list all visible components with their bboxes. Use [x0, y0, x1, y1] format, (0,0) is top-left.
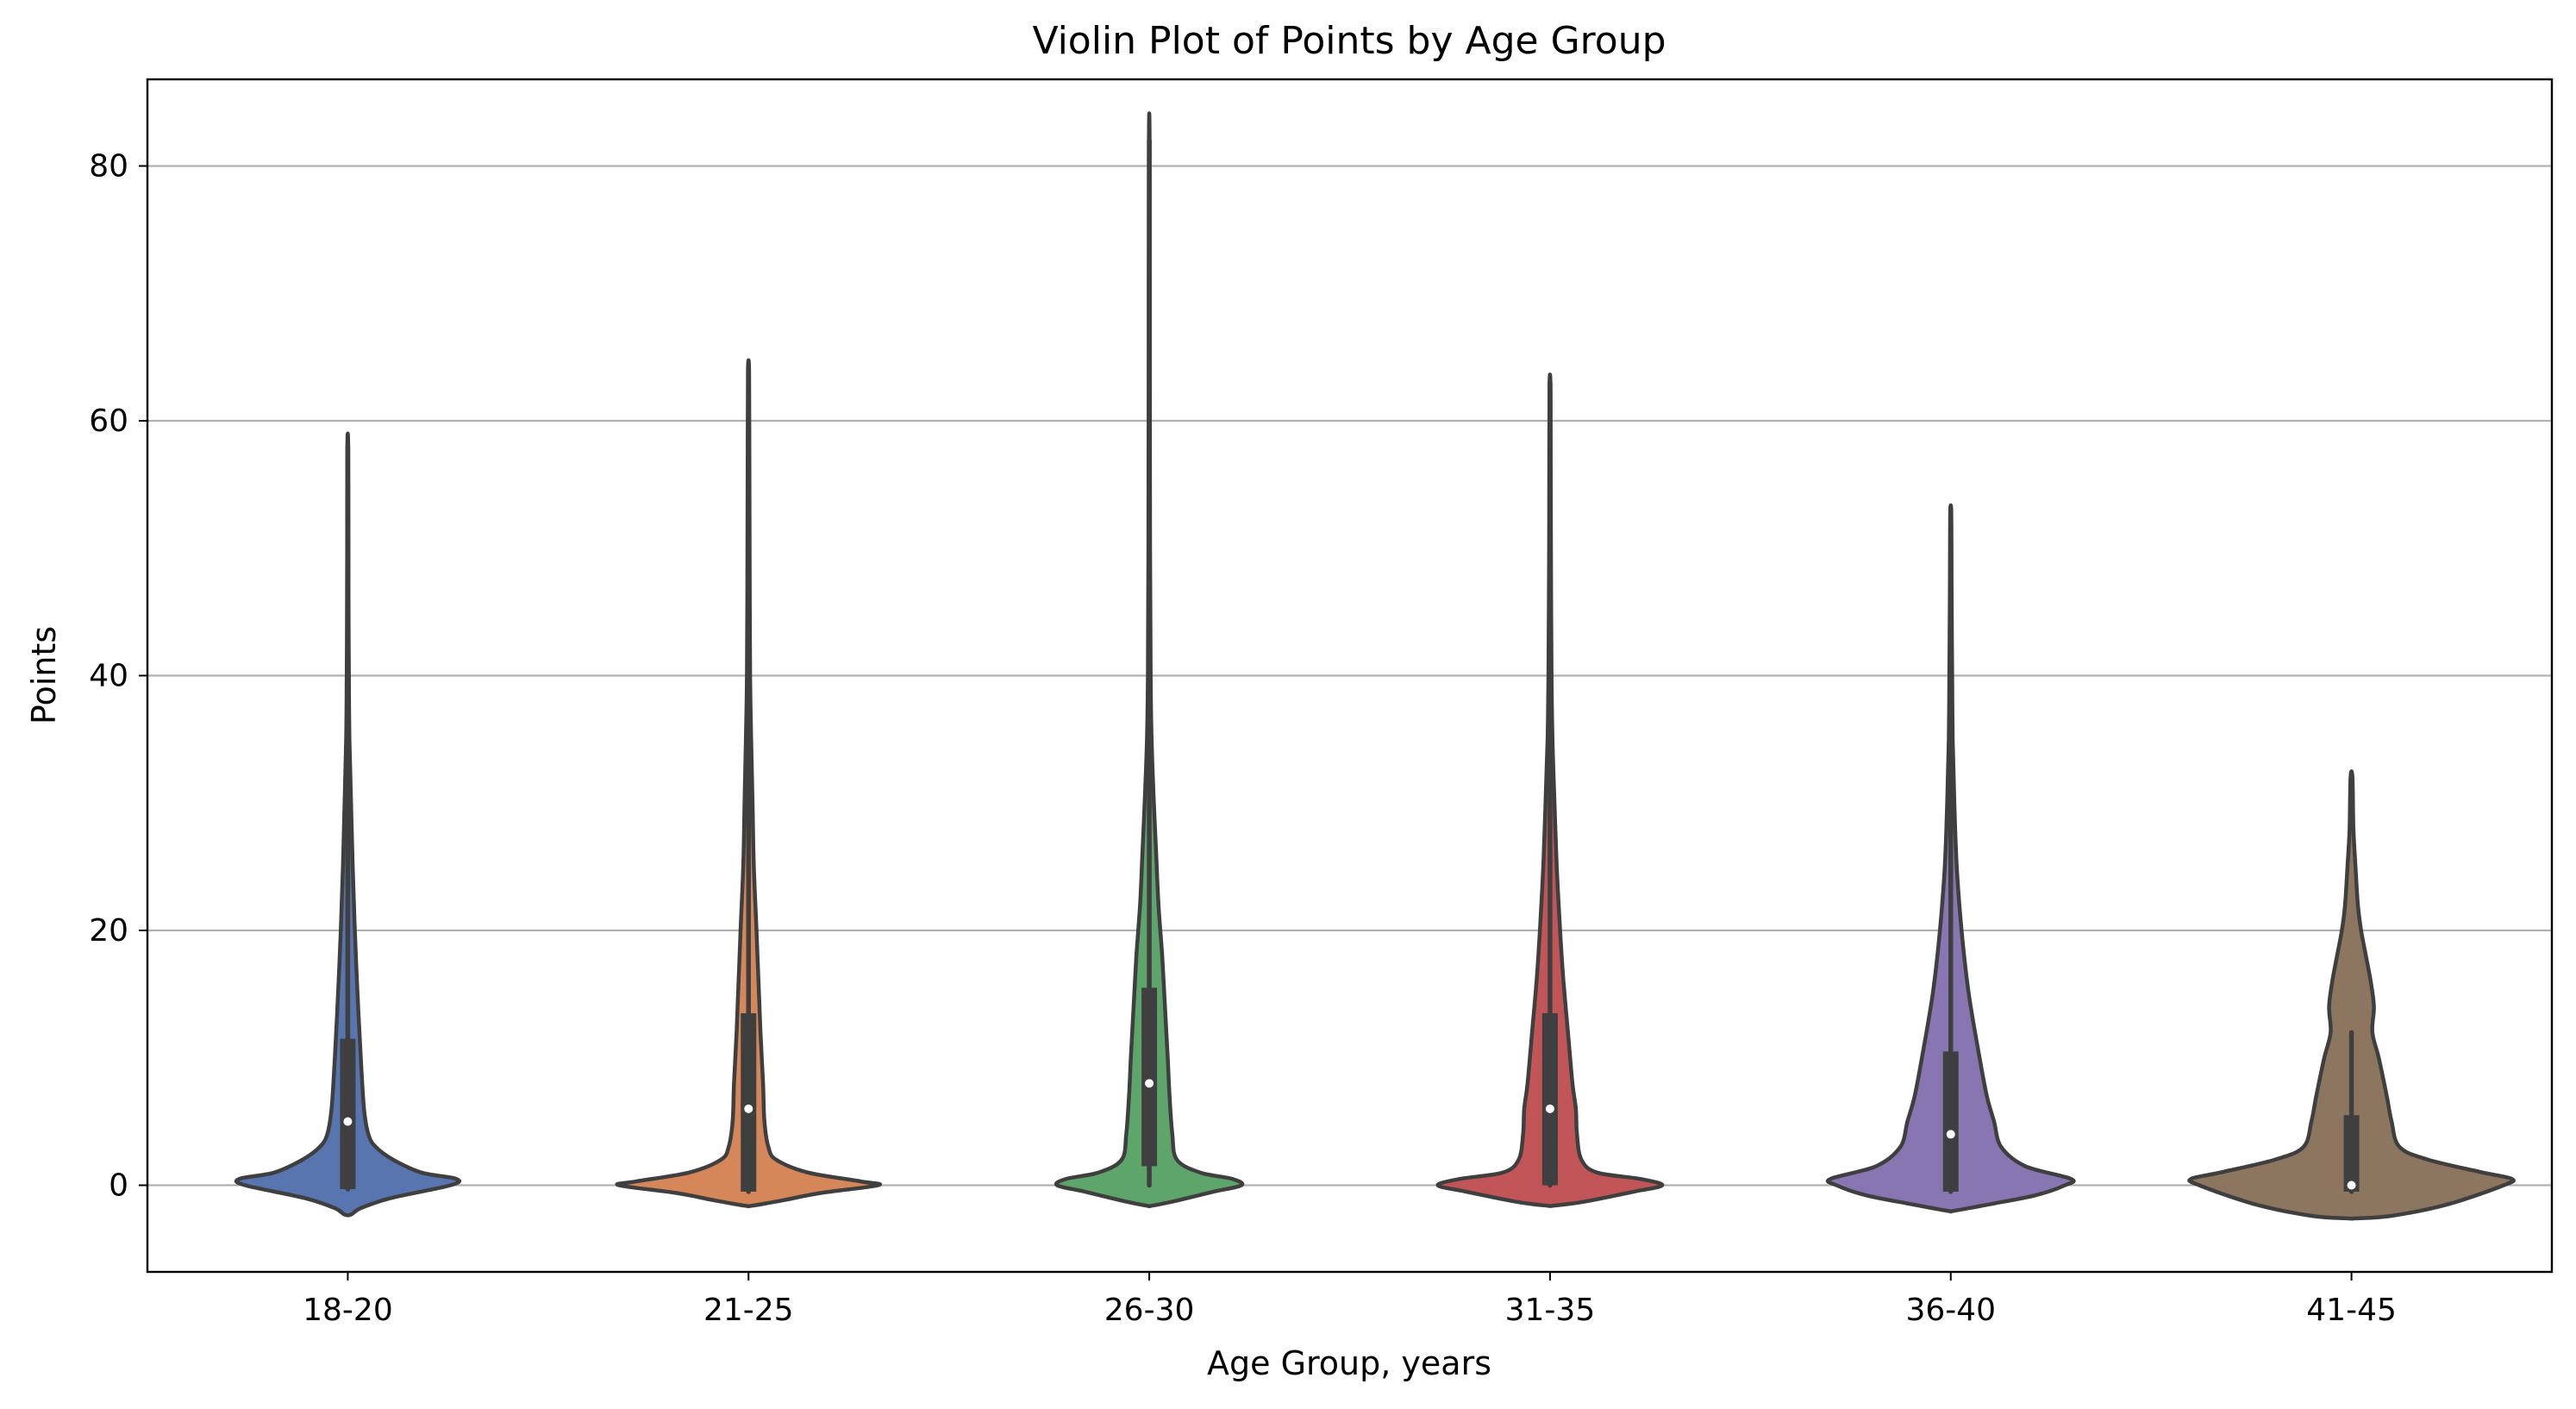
violins	[234, 111, 2516, 1221]
y-tick-label-4: 80	[89, 148, 128, 184]
x-tick-label-2: 26-30	[1104, 1293, 1195, 1328]
x-tick-label-0: 18-20	[303, 1293, 393, 1328]
y-tick-label-3: 60	[89, 404, 128, 439]
y-tick-label-0: 0	[109, 1168, 128, 1204]
y-tick-label-1: 20	[89, 913, 128, 949]
violin-body-41-45	[2187, 769, 2516, 1221]
violin-median-31-35	[1545, 1104, 1554, 1113]
violin-box-31-35	[1541, 1013, 1558, 1186]
violin-box-36-40	[1942, 1051, 1959, 1192]
violin-box-21-25	[741, 1013, 757, 1192]
grid-lines	[147, 165, 2552, 1187]
violin-median-36-40	[1946, 1130, 1955, 1139]
x-axis-label: Age Group, years	[1207, 1344, 1491, 1382]
violin-median-18-20	[343, 1117, 353, 1126]
y-axis-label: Points	[25, 626, 63, 724]
violin-box-18-20	[340, 1038, 356, 1189]
violin-box-41-45	[2343, 1115, 2360, 1192]
x-tick-label-5: 41-45	[2306, 1293, 2397, 1328]
x-tick-label-3: 31-35	[1505, 1293, 1596, 1328]
violin-median-41-45	[2347, 1180, 2356, 1190]
x-tick-label-4: 36-40	[1905, 1293, 1996, 1328]
y-tick-label-2: 40	[89, 659, 128, 694]
chart-title: Violin Plot of Points by Age Group	[1032, 19, 1666, 63]
axes: 0 20 40 60 80 18-20 21-25 26-30 31-35 36-40 41-45	[89, 148, 2397, 1328]
violin-box-26-30	[1141, 987, 1158, 1167]
violin-median-26-30	[1145, 1079, 1154, 1088]
x-tick-label-1: 21-25	[703, 1293, 794, 1328]
violin-median-21-25	[744, 1104, 753, 1113]
